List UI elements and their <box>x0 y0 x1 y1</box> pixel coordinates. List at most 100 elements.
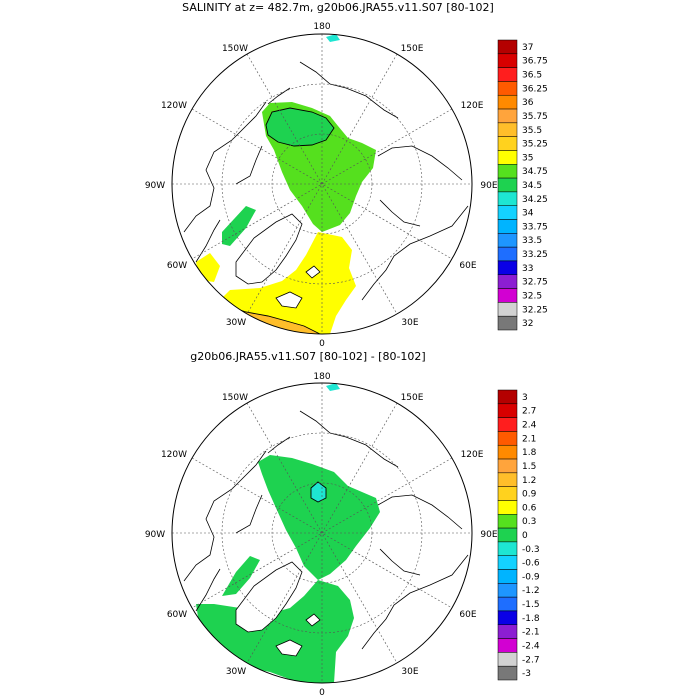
colorbar-swatch <box>497 150 518 165</box>
colorbar-swatch <box>497 652 518 667</box>
panel-1-lon-label-150e: 150E <box>401 44 424 54</box>
colorbar-swatch <box>497 665 518 681</box>
colorbar-label: 36 <box>522 98 534 108</box>
colorbar-swatch <box>497 39 518 55</box>
colorbar-label: -0.6 <box>522 559 540 569</box>
colorbar-label: 36.75 <box>522 57 548 67</box>
colorbar-label: -2.1 <box>522 628 540 638</box>
colorbar-swatch <box>497 260 518 276</box>
panel-1-bering-patch <box>326 34 340 42</box>
colorbar-label: 32 <box>522 319 533 329</box>
colorbar-swatch <box>497 638 518 653</box>
colorbar-label: 33.5 <box>522 236 542 246</box>
panel-2-title: g20b06.JRA55.v11.S07 [80-102] - [80-102] <box>190 350 425 363</box>
colorbar-swatch <box>497 500 518 515</box>
panel-2-lon-label-90e: 90E <box>480 530 497 540</box>
panel-2-lon-label-30w: 30W <box>226 667 246 677</box>
panel-2-iceland <box>275 639 303 657</box>
colorbar-label: 2.4 <box>522 421 537 431</box>
panel-1-lon-label-30e: 30E <box>401 318 418 328</box>
panel-2-graticule <box>172 383 472 683</box>
colorbar-swatch <box>497 164 518 179</box>
colorbar-swatch <box>497 315 518 331</box>
panel-2-lon-label-30e: 30E <box>401 667 418 677</box>
colorbar-label: 37 <box>522 43 533 53</box>
panel-1: SALINITY at z= 482.7m, g20b06.JRA55.v11.… <box>145 1 548 349</box>
colorbar-label: 0 <box>522 531 528 541</box>
colorbar-label: -3 <box>522 669 531 679</box>
colorbar-label: 0.9 <box>522 490 537 500</box>
colorbar-label: -0.9 <box>522 572 540 582</box>
colorbar-label: -2.4 <box>522 641 540 651</box>
colorbar-label: 36.25 <box>522 84 548 94</box>
colorbar-swatch <box>497 122 518 137</box>
colorbar-swatch <box>497 205 518 220</box>
colorbar-swatch <box>497 583 518 598</box>
colorbar-label: 33.25 <box>522 250 548 260</box>
panel-1-lon-label-120w: 120W <box>161 101 187 111</box>
colorbar-label: 32.25 <box>522 305 548 315</box>
colorbar-label: 33.75 <box>522 222 548 232</box>
panel-1-map <box>172 34 472 334</box>
colorbar-label: -2.7 <box>522 655 540 665</box>
panel-1-atlantic-fill <box>218 232 356 334</box>
colorbar-swatch <box>497 431 518 446</box>
panel-2: g20b06.JRA55.v11.S07 [80-102] - [80-102] <box>145 350 540 698</box>
panel-1-lon-label-90e: 90E <box>480 181 497 191</box>
colorbar-label: 0.3 <box>522 517 536 527</box>
colorbar-swatch <box>497 108 518 124</box>
colorbar-label: 32.75 <box>522 278 548 288</box>
colorbar-label: -1.8 <box>522 614 540 624</box>
panel-2-lon-label-90w: 90W <box>145 530 165 540</box>
panel-2-lon-label-60e: 60E <box>459 610 476 620</box>
colorbar-label: 35.5 <box>522 126 542 136</box>
colorbar-label: 34 <box>522 209 534 219</box>
panel-1-lon-label-0: 0 <box>319 339 325 349</box>
colorbar-label: 33 <box>522 264 533 274</box>
colorbar-swatch <box>497 624 518 639</box>
panel-1-labrador-fill <box>222 206 256 246</box>
panel-1-lon-label-150w: 150W <box>222 44 248 54</box>
colorbar-swatch <box>497 219 518 234</box>
colorbar-label: 1.8 <box>522 448 537 458</box>
colorbar-swatch <box>497 596 518 612</box>
panel-2-colorbar: 3 2.7 2.4 2.1 1.8 1.5 1.2 0.9 0.6 0.3 0 -0.3 -0.6 -0.… <box>497 389 540 681</box>
panel-2-map-boundary <box>171 382 473 684</box>
colorbar-swatch <box>497 177 518 193</box>
panel-2-central-arctic-fill <box>258 455 380 580</box>
panel-1-contour-canada <box>265 107 335 147</box>
panel-1-labrador-yellow-fill <box>196 253 220 282</box>
colorbar-label: 0.6 <box>522 503 537 513</box>
colorbar-swatch <box>497 53 518 68</box>
colorbar-label: 36.5 <box>522 71 542 81</box>
panel-2-lon-label-150e: 150E <box>401 393 424 403</box>
colorbar-label: 32.5 <box>522 291 542 301</box>
colorbar-swatch <box>497 94 518 110</box>
panel-2-lon-label-180: 180 <box>313 372 330 382</box>
panel-1-iceland <box>275 291 303 309</box>
panel-1-lon-label-120e: 120E <box>461 101 484 111</box>
colorbar-label: -0.3 <box>522 545 540 555</box>
colorbar-swatch <box>497 514 518 529</box>
colorbar-swatch <box>497 191 518 206</box>
colorbar-swatch <box>497 403 518 418</box>
panel-2-map <box>172 383 472 683</box>
colorbar-label: 34.25 <box>522 195 548 205</box>
colorbar-label: 35 <box>522 153 533 163</box>
panel-2-coast-eurasia <box>361 494 469 650</box>
panel-1-greenland <box>235 213 303 285</box>
colorbar-swatch <box>497 246 518 262</box>
panel-2-lon-label-120w: 120W <box>161 450 187 460</box>
panel-2-labrador-fill <box>222 556 260 596</box>
colorbar-swatch <box>497 527 518 543</box>
colorbar-swatch <box>497 458 518 474</box>
colorbar-label: 2.7 <box>522 407 536 417</box>
colorbar-swatch <box>497 541 518 556</box>
colorbar-swatch <box>497 302 518 317</box>
panel-2-svalbard <box>305 613 321 627</box>
panel-2-lon-label-0: 0 <box>319 688 325 698</box>
panel-1-coast-eurasia <box>361 145 469 301</box>
panel-2-lon-label-120e: 120E <box>461 450 484 460</box>
colorbar-swatch <box>497 569 518 584</box>
colorbar-label: -1.2 <box>522 586 540 596</box>
